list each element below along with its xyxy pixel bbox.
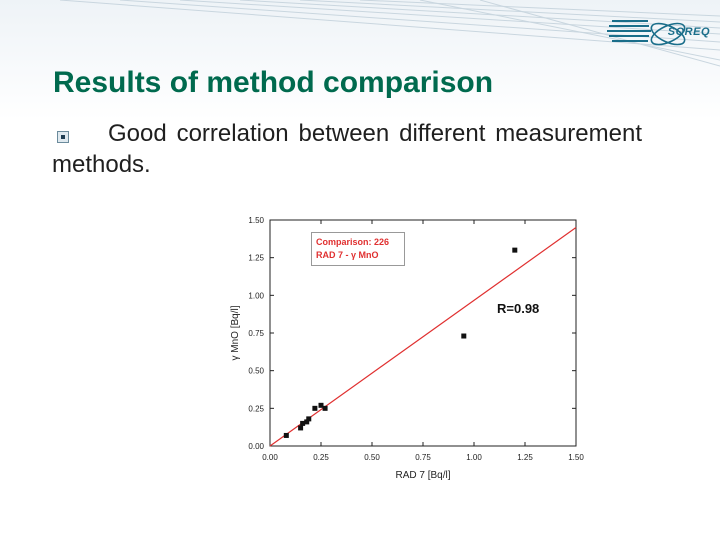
y-axis-label: γ MnO [Bq/l] [230,305,241,360]
data-point [283,432,289,438]
chart-legend: Comparison: 226 RAD 7 - γ MnO [311,232,405,266]
legend-line-1: Comparison: 226 [316,237,390,247]
y-tick-label: 0.25 [248,404,264,413]
x-tick-label: 0.00 [262,453,278,462]
correlation-annotation: R=0.98 [497,301,540,316]
data-point [300,420,306,426]
x-axis-label: RAD 7 [Bq/l] [395,470,450,481]
y-tick-label: 1.00 [248,291,264,300]
data-point [322,405,328,411]
legend-line-2: RAD 7 - γ MnO [316,250,379,260]
data-point [312,405,318,411]
bullet-item: Good correlation between different measu… [52,118,642,180]
data-point [306,416,312,422]
data-point [461,333,467,339]
x-tick-label: 1.50 [568,453,584,462]
y-tick-label: 0.50 [248,367,264,376]
logo-text: SOREQ [667,26,710,38]
bullet-text: Good correlation between different measu… [52,120,642,178]
square-bullet-icon [57,131,69,143]
y-tick-label: 0.00 [248,442,264,451]
chart-canvas: 0.00 0.25 0.50 0.75 1.00 1.25 1.50 0.00 0.25 0.50… [230,216,584,481]
data-point [304,419,310,425]
y-tick-label: 1.25 [248,254,264,263]
x-tick-label: 0.75 [415,453,431,462]
soreq-logo-mark-icon [607,20,686,46]
x-tick-label: 0.50 [364,453,380,462]
data-point [318,402,324,408]
x-tick-label: 1.00 [466,453,482,462]
y-tick-label: 0.75 [248,329,264,338]
fit-line [269,227,577,447]
x-tick-label: 1.25 [517,453,533,462]
scatter-chart: 0.00 0.25 0.50 0.75 1.00 1.25 1.50 0.00 0.25 0.50… [220,206,600,496]
data-point [512,247,518,253]
soreq-logo: SOREQ [606,14,714,54]
page-title: Results of method comparison [53,66,494,99]
y-tick-label: 1.50 [248,216,264,225]
x-tick-label: 0.25 [313,453,329,462]
data-point [298,425,304,431]
